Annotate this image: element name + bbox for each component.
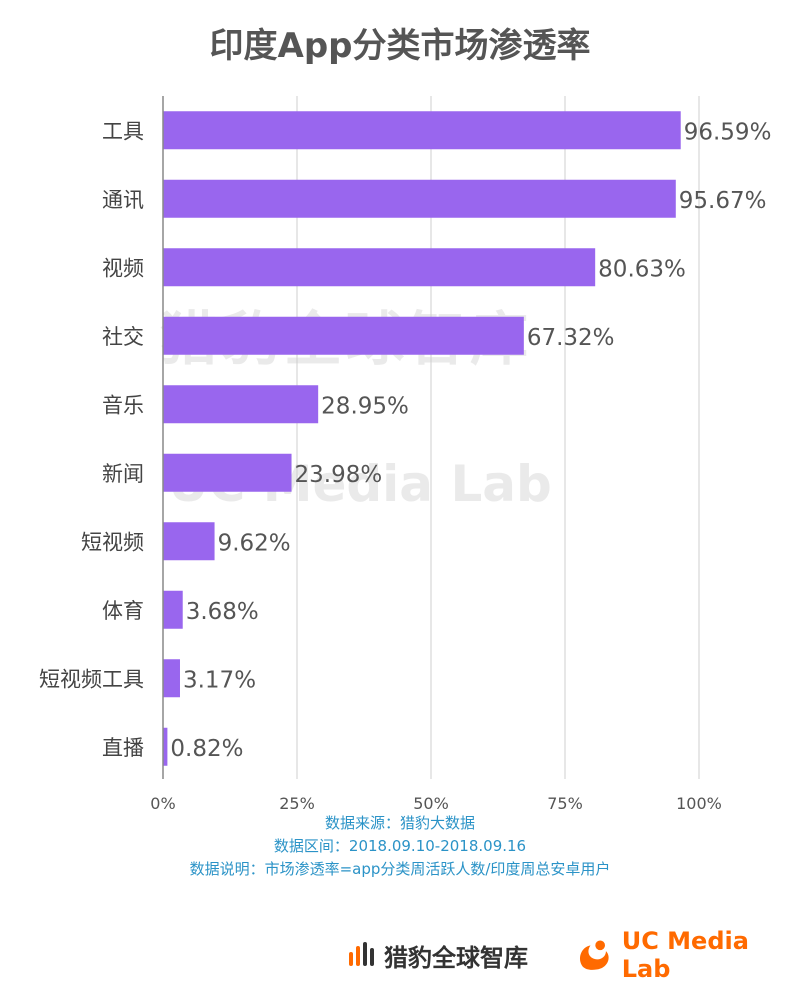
category-label: 直播 — [102, 736, 144, 760]
chart-title: 印度App分类市场渗透率 — [209, 26, 591, 66]
x-tick-label: 75% — [547, 794, 583, 810]
cheetah-logo-text: 猎豹全球智库 — [384, 943, 528, 972]
data-label: 67.32% — [527, 325, 615, 351]
data-label: 28.95% — [321, 393, 409, 419]
uc-brand: UC Media Lab — [575, 927, 800, 983]
uc-logo-text: UC Media Lab — [621, 927, 749, 983]
bar — [163, 727, 168, 766]
cheetah-brand: 猎豹全球智库 — [348, 930, 528, 980]
bar-chart: 0% 25% 50% 75% 100% 工具 96.59% 通讯 95.67% 视频 80.63% 社… — [39, 96, 772, 810]
definition-note: 数据说明：市场渗透率=app分类周活跃人数/印度周总安卓用户 — [189, 860, 611, 878]
cheetah-logo-icon — [349, 942, 374, 966]
bar — [163, 111, 681, 150]
bar — [163, 590, 183, 629]
category-label: 体育 — [102, 599, 144, 623]
data-label: 80.63% — [598, 256, 686, 282]
data-label: 3.68% — [186, 599, 259, 625]
chart-notes: 数据来源：猎豹大数据 数据区间：2018.09.10-2018.09.16 数据… — [0, 812, 800, 881]
category-label: 工具 — [102, 119, 144, 143]
category-label: 短视频 — [81, 530, 144, 554]
bar — [163, 248, 596, 287]
category-label: 音乐 — [102, 393, 144, 417]
bar — [163, 179, 676, 218]
data-label: 0.82% — [170, 736, 243, 762]
bar — [163, 385, 319, 424]
data-label: 3.17% — [183, 667, 256, 693]
category-label: 视频 — [102, 256, 144, 280]
category-label: 新闻 — [102, 462, 144, 486]
data-label: 23.98% — [295, 462, 383, 488]
uc-squirrel-logo-icon — [580, 940, 609, 970]
bar — [163, 316, 524, 355]
data-label: 96.59% — [684, 119, 772, 145]
period-note: 数据区间：2018.09.10-2018.09.16 — [273, 837, 527, 855]
category-label: 通讯 — [102, 188, 144, 212]
category-label: 短视频工具 — [39, 667, 144, 691]
source-note: 数据来源：猎豹大数据 — [324, 814, 475, 832]
x-tick-label: 25% — [279, 794, 315, 810]
category-label: 社交 — [102, 325, 144, 349]
data-label: 95.67% — [679, 188, 767, 214]
data-label: 9.62% — [218, 530, 291, 556]
x-tick-label: 100% — [676, 794, 722, 810]
x-tick-label: 50% — [413, 794, 449, 810]
bar — [163, 522, 215, 561]
bar — [163, 453, 292, 492]
x-tick-label: 0% — [150, 794, 175, 810]
bar — [163, 659, 180, 698]
